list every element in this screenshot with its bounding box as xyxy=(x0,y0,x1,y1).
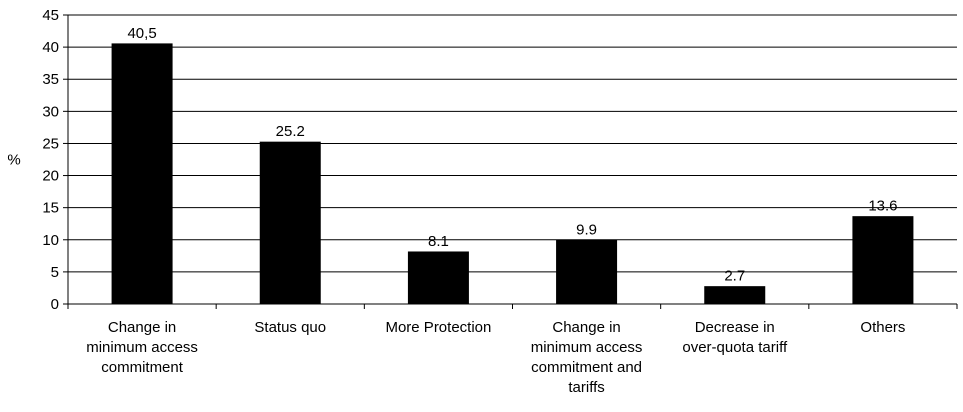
bar xyxy=(704,286,766,305)
bar xyxy=(556,239,618,305)
y-tick-label: 0 xyxy=(51,296,59,313)
x-category-label: Change in minimum access commitment and tar… xyxy=(531,319,643,396)
x-category-label: Change in minimum access commitment xyxy=(86,319,198,376)
data-label: 40,5 xyxy=(127,25,156,42)
bar xyxy=(852,216,914,305)
x-category-label: Others xyxy=(860,319,905,336)
x-category-label: More Protection xyxy=(385,319,491,336)
y-tick-label: 30 xyxy=(42,103,59,120)
x-category-label-line: commitment xyxy=(101,359,184,376)
data-label: 9.9 xyxy=(576,221,597,238)
x-category-label-line: minimum access xyxy=(531,339,643,356)
axes xyxy=(67,15,957,305)
x-category-label-line: tariffs xyxy=(568,379,604,396)
x-category-label-line: Change in xyxy=(552,319,620,336)
x-category-label-line: commitment and xyxy=(531,359,642,376)
y-tick-label: 10 xyxy=(42,232,59,249)
y-tick-label: 45 xyxy=(42,7,59,24)
bar xyxy=(407,251,469,305)
x-category-label: Decrease in over-quota tariff xyxy=(682,319,788,356)
x-category-labels: Change in minimum access commitment Status … xyxy=(86,319,905,396)
data-labels: 40,5 25.2 8.1 9.9 2.7 13.6 xyxy=(127,25,897,285)
bars xyxy=(111,43,914,305)
bar xyxy=(111,43,173,305)
data-label: 2.7 xyxy=(724,268,745,285)
gridlines xyxy=(68,14,957,273)
y-tick-label: 35 xyxy=(42,71,59,88)
bar xyxy=(259,141,321,305)
x-category-label-line: Status quo xyxy=(254,319,326,336)
x-category-label-line: minimum access xyxy=(86,339,198,356)
x-category-label-line: More Protection xyxy=(385,319,491,336)
y-axis-title: % xyxy=(7,152,20,169)
x-category-label-line: over-quota tariff xyxy=(682,339,788,356)
y-tick-label: 5 xyxy=(51,264,59,281)
y-tick-label: 15 xyxy=(42,200,59,217)
y-tick-label: 25 xyxy=(42,135,59,152)
data-label: 8.1 xyxy=(428,233,449,250)
y-tick-label: 40 xyxy=(42,39,59,56)
x-category-label-line: Others xyxy=(860,319,905,336)
x-category-label: Status quo xyxy=(254,319,326,336)
data-label: 25.2 xyxy=(276,123,305,140)
data-label: 13.6 xyxy=(868,198,897,215)
y-tick-label: 20 xyxy=(42,168,59,185)
x-category-label-line: Decrease in xyxy=(695,319,775,336)
x-category-label-line: Change in xyxy=(108,319,176,336)
y-tick-labels: 0 5 10 15 20 25 30 35 40 45 xyxy=(42,7,958,313)
